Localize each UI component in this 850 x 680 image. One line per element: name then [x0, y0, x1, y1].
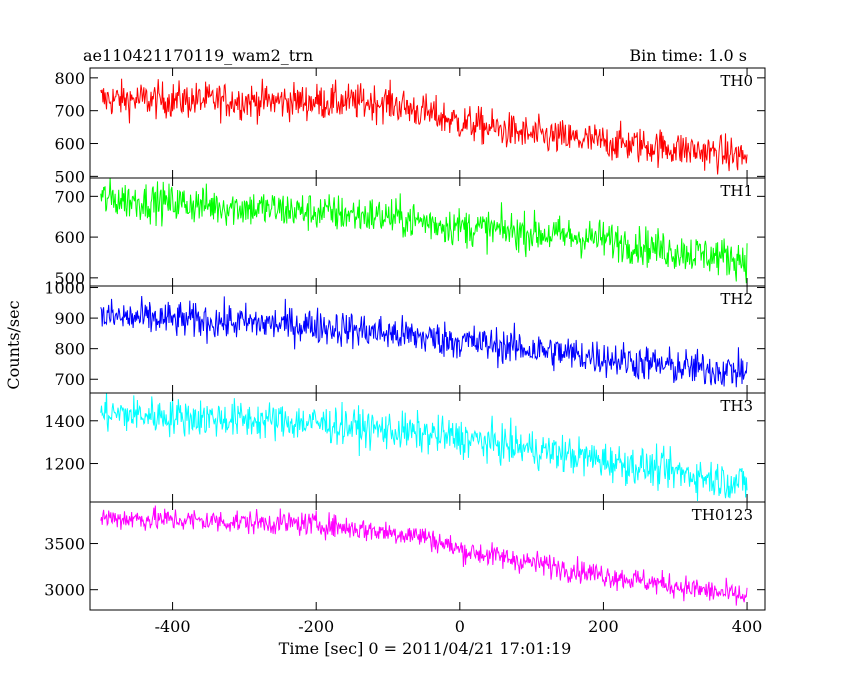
series-line-th2: [100, 295, 748, 388]
x-tick-label: 0: [455, 617, 465, 636]
panels-group: 500 600 700 800 TH0 500 600 700 TH1 700 800 900 1000…: [44, 67, 766, 611]
y-tick-label: 700: [54, 370, 85, 389]
panel-frame: [89, 177, 766, 287]
panel-name-label: TH2: [720, 290, 753, 308]
series-line-th1: [100, 178, 748, 284]
panel-th0123: 3000 3500 TH0123: [44, 501, 766, 611]
y-tick-label: 500: [54, 269, 85, 288]
panel-th1: 500 600 700 TH1: [54, 177, 766, 288]
panel-name-label: TH1: [720, 182, 753, 200]
panel-name-label: TH0123: [692, 506, 753, 524]
series-line-th3: [100, 393, 748, 502]
x-tick-label: -200: [298, 617, 334, 636]
x-tick-label: -400: [155, 617, 191, 636]
y-tick-label: 700: [54, 187, 85, 206]
y-tick-label: 500: [54, 167, 85, 186]
panel-th0: 500 600 700 800 TH0: [54, 67, 766, 186]
x-axis-ticks: -400 -200 0 200 400: [155, 617, 763, 636]
panel-frame: [89, 67, 766, 179]
chart-title-left: ae110421170119_wam2_trn: [83, 46, 313, 65]
y-tick-label: 600: [54, 228, 85, 247]
y-tick-label: 800: [54, 340, 85, 359]
y-tick-label: 3000: [44, 581, 85, 600]
y-axis-label: Counts/sec: [4, 300, 23, 389]
x-axis-label: Time [sec] 0 = 2011/04/21 17:01:19: [279, 639, 572, 658]
panel-frame: [89, 501, 766, 611]
series-line-th0123: [100, 505, 748, 606]
x-tick-label: 400: [732, 617, 763, 636]
x-tick-label: 200: [588, 617, 619, 636]
panel-th2: 700 800 900 1000 TH2: [44, 279, 766, 394]
y-tick-label: 700: [54, 102, 85, 121]
panel-th3: 1200 1400 TH3: [44, 392, 766, 503]
y-tick-label: 1400: [44, 412, 85, 431]
panel-name-label: TH0: [720, 72, 753, 90]
y-tick-label: 1200: [44, 455, 85, 474]
y-tick-label: 800: [54, 69, 85, 88]
chart-title-right: Bin time: 1.0 s: [629, 46, 747, 65]
y-tick-label: 1000: [44, 279, 85, 298]
y-tick-label: 600: [54, 135, 85, 154]
y-tick-label: 900: [54, 309, 85, 328]
y-tick-label: 3500: [44, 535, 85, 554]
series-line-th0: [100, 78, 748, 175]
panel-name-label: TH3: [720, 397, 753, 415]
